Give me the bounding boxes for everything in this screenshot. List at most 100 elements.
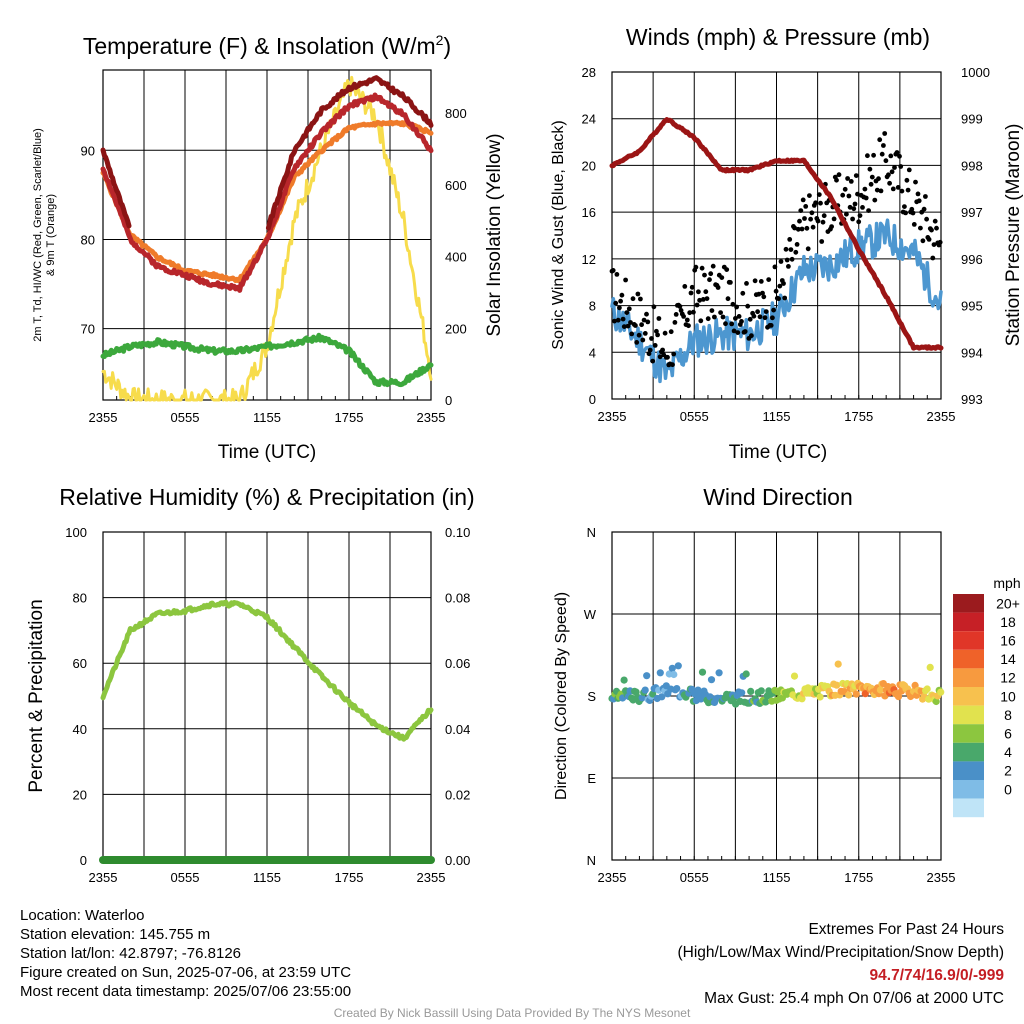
rh-ytick-label: 60 (73, 656, 87, 671)
direction-point (643, 672, 651, 680)
gust-point (877, 137, 883, 143)
gust-point (613, 300, 619, 306)
gust-point (886, 172, 891, 178)
gust-point (777, 283, 783, 289)
location-label: Location: Waterloo (20, 907, 145, 924)
gust-point (862, 186, 868, 192)
gust-point (636, 332, 642, 338)
gust-point (847, 204, 853, 210)
gust-point (930, 255, 936, 261)
gust-point (691, 309, 696, 315)
gust-point (898, 164, 904, 169)
rh-ytick-label: 80 (73, 591, 87, 606)
direction-point (698, 668, 707, 676)
gust-point (815, 218, 821, 224)
gust-point (805, 246, 811, 252)
gust-point (920, 238, 926, 244)
gust-point (702, 272, 707, 278)
gust-point (799, 226, 805, 232)
direction-point (697, 695, 705, 703)
gust-point (699, 265, 705, 271)
gust-point (819, 239, 825, 244)
gust-point (735, 330, 741, 335)
direction-point (876, 686, 885, 694)
precip-ytick-label: 0.00 (445, 853, 470, 868)
gust-point (820, 219, 826, 225)
gust-point (668, 329, 674, 335)
legend-label: 14 (1000, 651, 1016, 667)
gust-point (638, 296, 643, 302)
gust-point (645, 319, 651, 325)
direction-point (620, 676, 628, 684)
temp-ytick-label: 70 (81, 322, 95, 337)
pressure-ytick-label: 995 (961, 299, 983, 314)
gust-point (910, 210, 916, 216)
gust-point (740, 290, 746, 296)
temp-panel-xtick-label: 1155 (253, 410, 281, 425)
gust-point (617, 305, 622, 311)
gust-point (751, 313, 757, 319)
gust-point (879, 151, 885, 157)
gust-point (809, 210, 815, 216)
gust-point (736, 314, 742, 319)
pressure-ytick-label: 994 (961, 345, 983, 360)
gust-point (803, 204, 809, 209)
rh-panel-xtick-label: 0555 (171, 870, 200, 885)
extremes-subtitle: (High/Low/Max Wind/Precipitation/Snow De… (677, 944, 1005, 961)
gust-point (720, 314, 726, 320)
gust-point (760, 290, 765, 296)
gust-point (715, 285, 721, 290)
gust-point (918, 225, 923, 231)
gust-point (762, 315, 768, 321)
wind-panel-xtick-label: 1155 (763, 409, 791, 424)
gust-point (623, 277, 628, 283)
legend-label: 2 (1004, 763, 1012, 779)
gust-point (770, 315, 775, 321)
gust-point (755, 309, 760, 315)
temp-panel-xtick-label: 2355 (89, 410, 118, 425)
gust-point (649, 336, 654, 341)
direction-panel-xtick-label: 1755 (844, 870, 873, 885)
gust-point (704, 296, 710, 301)
gust-point (709, 308, 715, 313)
gust-point (895, 185, 901, 190)
latlon-label: Station lat/lon: 42.8797; -76.8126 (20, 945, 242, 962)
direction-point (673, 685, 681, 693)
gust-point (911, 222, 917, 227)
wind-chart-title: Winds (mph) & Pressure (mb) (626, 24, 930, 50)
solar-ytick-label: 0 (445, 393, 452, 408)
gust-point (624, 310, 630, 315)
wind-ytick-label: 8 (589, 299, 596, 314)
legend-swatch (953, 705, 984, 725)
rh-panel (102, 531, 432, 861)
gust-point (934, 225, 939, 231)
direction-point (670, 670, 678, 679)
precip-ytick-label: 0.02 (445, 787, 470, 802)
wind-ytick-label: 16 (582, 205, 596, 220)
solar-ytick-label: 400 (445, 250, 467, 265)
gust-point (619, 292, 625, 298)
gust-point (778, 259, 784, 264)
gust-point (633, 323, 638, 328)
temp-xlabel: Time (UTC) (218, 442, 317, 463)
gust-point (924, 216, 929, 222)
legend-label: 8 (1004, 707, 1012, 723)
gust-point (733, 316, 738, 321)
gust-point (781, 281, 786, 286)
direction-panel-xtick-label: 0555 (680, 870, 709, 885)
gust-point (848, 179, 854, 184)
gust-point (782, 295, 788, 301)
direction-point (668, 664, 676, 672)
temp-line (100, 92, 434, 293)
gust-point (772, 264, 778, 270)
gust-point (744, 281, 749, 286)
gust-point (694, 302, 700, 308)
gust-point (794, 242, 800, 247)
gust-point (626, 306, 632, 312)
gust-point (729, 321, 735, 327)
gust-point (652, 343, 658, 348)
gust-point (614, 272, 620, 277)
gust-point (921, 206, 927, 212)
extremes-title: Extremes For Past 24 Hours (808, 921, 1004, 938)
gust-point (804, 225, 810, 231)
